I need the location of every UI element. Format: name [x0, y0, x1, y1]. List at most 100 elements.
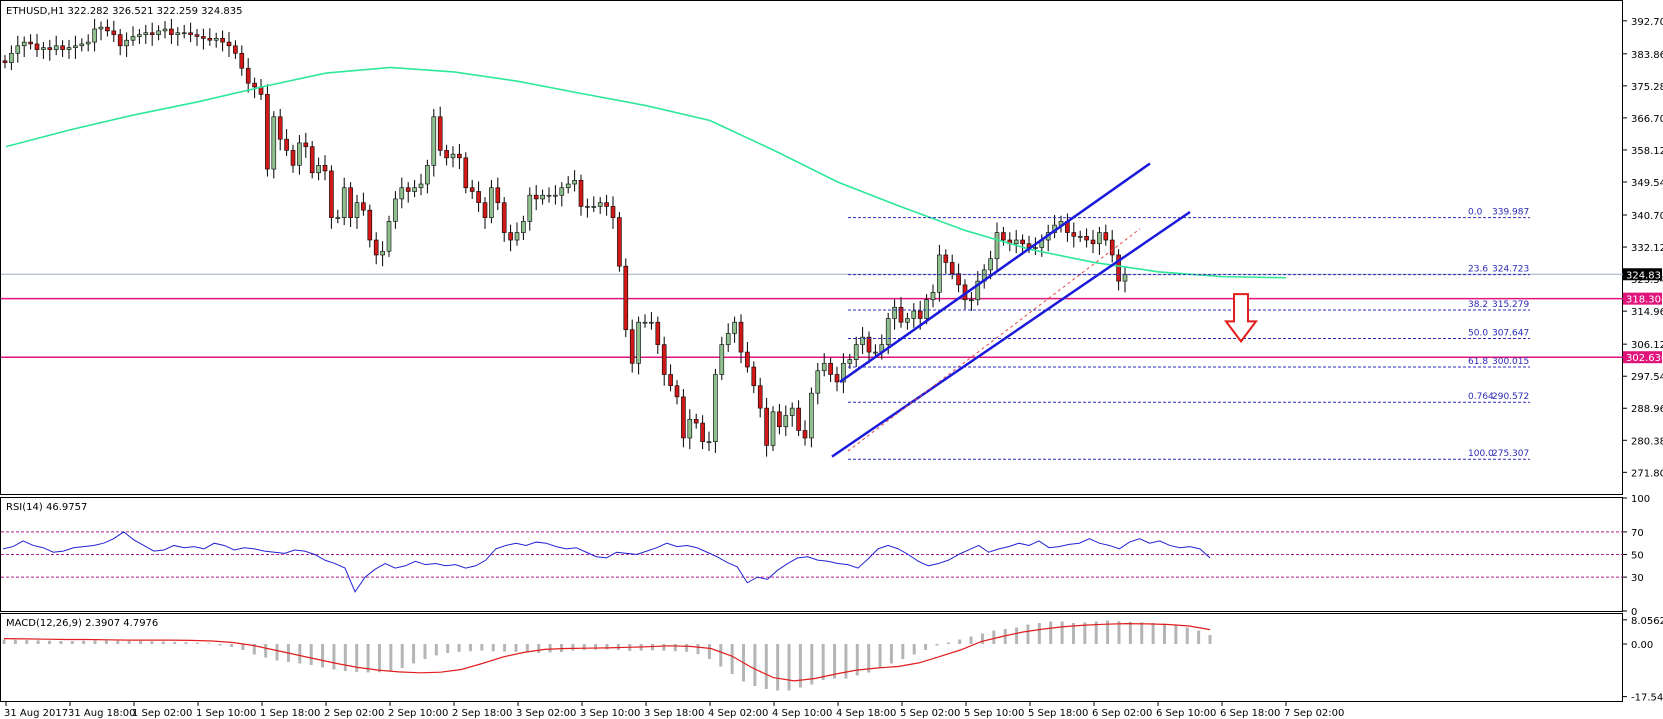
candle-body [725, 333, 731, 345]
candle-body [834, 374, 840, 383]
candle-body [924, 299, 929, 319]
main-pane-frame [0, 0, 1623, 495]
candle-body [303, 142, 309, 147]
candle-body [98, 26, 104, 30]
candle-body [117, 34, 123, 47]
candle-body [713, 374, 718, 443]
candle-body [546, 194, 552, 197]
candle-body [553, 194, 558, 197]
candle-body [373, 239, 379, 256]
candle-body [335, 217, 341, 219]
candle-body [905, 318, 910, 323]
candle-body [1122, 274, 1128, 282]
candle-body [559, 187, 565, 196]
time-tick-label: 3 Sep 18:00 [644, 708, 704, 719]
candle-body [1033, 247, 1038, 249]
price-tick-label: 306.120 [1631, 340, 1663, 351]
candle-body [265, 94, 270, 170]
macd-signal-line [3, 622, 1211, 682]
candle-body [892, 306, 897, 319]
channel-lower-line [831, 210, 1191, 458]
candle-body [597, 202, 603, 207]
macd-tick-label: 0.00 [1631, 640, 1653, 651]
candle-body [777, 411, 782, 428]
time-tick-label: 3 Sep 10:00 [580, 708, 640, 719]
candle-body [1090, 239, 1096, 245]
candle-body [194, 34, 200, 37]
candle-body [354, 202, 360, 218]
price-tick-label: 366.700 [1631, 114, 1663, 125]
candle-body [719, 344, 725, 375]
candle-body [2, 60, 8, 63]
candle-body [348, 187, 353, 218]
price-tag-label: 324.835 [1626, 270, 1663, 281]
candle-body [802, 430, 808, 439]
candle-body [1116, 254, 1121, 282]
candle-body [367, 209, 373, 241]
fib-level-label: 61.8 [1468, 357, 1488, 367]
fib-price-label: 300.015 [1492, 357, 1529, 367]
macd-title: MACD(12,26,9) 2.3907 4.7976 [6, 618, 158, 629]
price-tick-label: 332.120 [1631, 243, 1663, 254]
candle-body [130, 36, 136, 41]
candle-body [610, 206, 616, 218]
candle-body [770, 411, 776, 446]
candle-body [431, 116, 437, 166]
time-tick-label: 1 Sep 10:00 [196, 708, 256, 719]
candle-body [341, 187, 347, 218]
candle-body [425, 165, 430, 185]
candle-body [233, 45, 238, 54]
candle-body [521, 221, 526, 233]
candle-body [73, 45, 78, 48]
candle-body [585, 206, 590, 208]
candle-body [687, 419, 693, 439]
candle-body [457, 153, 462, 159]
fib-price-label: 275.307 [1492, 449, 1529, 459]
candle-body [681, 396, 686, 439]
candle-body [53, 45, 59, 50]
candle-body [604, 202, 609, 207]
macd-tick-label: 8.0562 [1631, 616, 1663, 627]
candle-body [828, 362, 833, 375]
time-tick-label: 2 Sep 10:00 [388, 708, 448, 719]
rsi-tick-label: 0 [1631, 607, 1637, 618]
candle-body [79, 43, 85, 47]
candle-body [1109, 239, 1115, 256]
candle-body [533, 194, 539, 200]
down-arrow-icon [1224, 293, 1258, 344]
candle-body [809, 392, 814, 439]
moving-average-line [5, 66, 1287, 279]
candle-body [21, 41, 27, 47]
candle-body [783, 415, 789, 428]
rsi-tick-label: 100 [1631, 494, 1650, 505]
candle-body [1020, 239, 1025, 245]
candle-body [1084, 235, 1089, 241]
candle-body [994, 232, 1000, 260]
candle-body [949, 262, 955, 274]
candle-body [540, 194, 545, 200]
candle-body [866, 336, 872, 353]
candle-body [169, 28, 174, 35]
candle-body [60, 45, 65, 50]
time-tick-label: 6 Sep 18:00 [1220, 708, 1280, 719]
candle-body [841, 362, 846, 383]
candle-body [105, 26, 110, 32]
candle-body [757, 385, 763, 409]
price-tick-label: 340.700 [1631, 211, 1663, 222]
price-tag-box [1623, 268, 1662, 281]
rsi-tick-label: 50 [1631, 551, 1644, 562]
price-tick-label: 297.540 [1631, 372, 1663, 383]
candle-body [514, 232, 520, 241]
candle-body [188, 32, 193, 35]
candle-body [764, 407, 769, 446]
candle-body [751, 366, 757, 386]
candle-body [508, 232, 513, 241]
candle-body [1013, 239, 1019, 245]
fib-price-label: 290.572 [1492, 392, 1529, 402]
candle-body [623, 265, 629, 330]
candle-body [975, 280, 981, 301]
candle-body [124, 39, 129, 47]
candle-body [316, 165, 321, 174]
rsi-line [2, 531, 1211, 593]
candle-body [565, 183, 571, 189]
